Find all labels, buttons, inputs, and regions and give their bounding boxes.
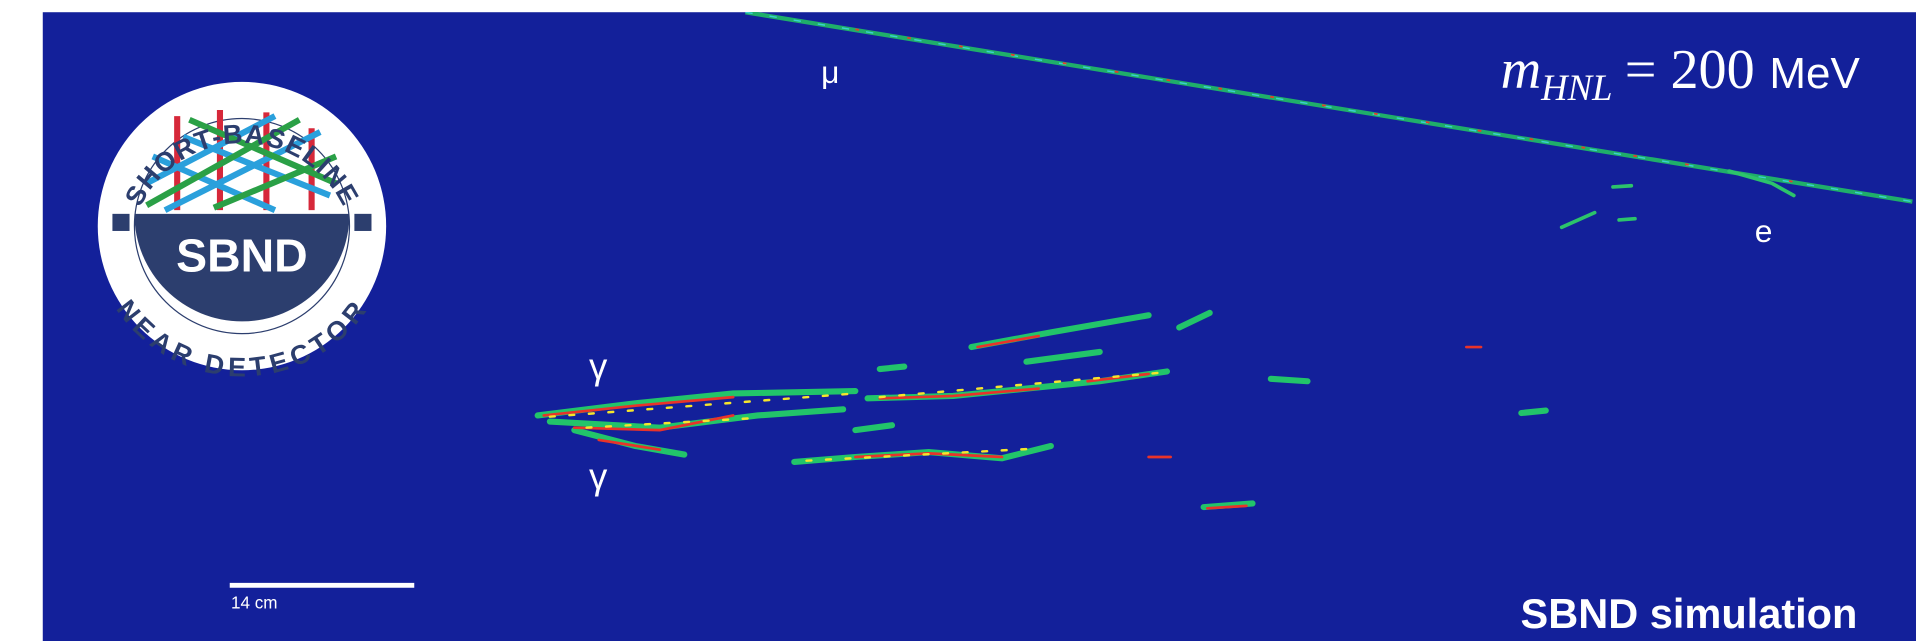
muon-label: μ bbox=[821, 54, 839, 90]
mass-unit: MeV bbox=[1769, 49, 1860, 98]
photon-label: γ bbox=[589, 456, 608, 497]
event-display: SHORT-BASELINE SBND NEAR DETECTOR μ e γ … bbox=[0, 0, 1916, 641]
photon-label: γ bbox=[589, 346, 608, 387]
page: SHORT-BASELINE SBND NEAR DETECTOR μ e γ … bbox=[0, 0, 1916, 641]
electron-label: e bbox=[1755, 213, 1773, 249]
sbnd-logo: SHORT-BASELINE SBND NEAR DETECTOR bbox=[98, 82, 386, 383]
scene: SHORT-BASELINE SBND NEAR DETECTOR μ e γ … bbox=[43, 12, 1916, 641]
scale-bar-label: 14 cm bbox=[231, 594, 278, 613]
mass-symbol: m bbox=[1501, 39, 1542, 101]
logo-tab bbox=[354, 214, 371, 231]
logo-center-text: SBND bbox=[176, 229, 308, 281]
simulation-label: SBND simulation bbox=[1521, 590, 1858, 637]
logo-tab bbox=[112, 214, 129, 231]
mass-subscript: HNL bbox=[1540, 67, 1612, 108]
mass-value: = 200 bbox=[1625, 39, 1755, 101]
